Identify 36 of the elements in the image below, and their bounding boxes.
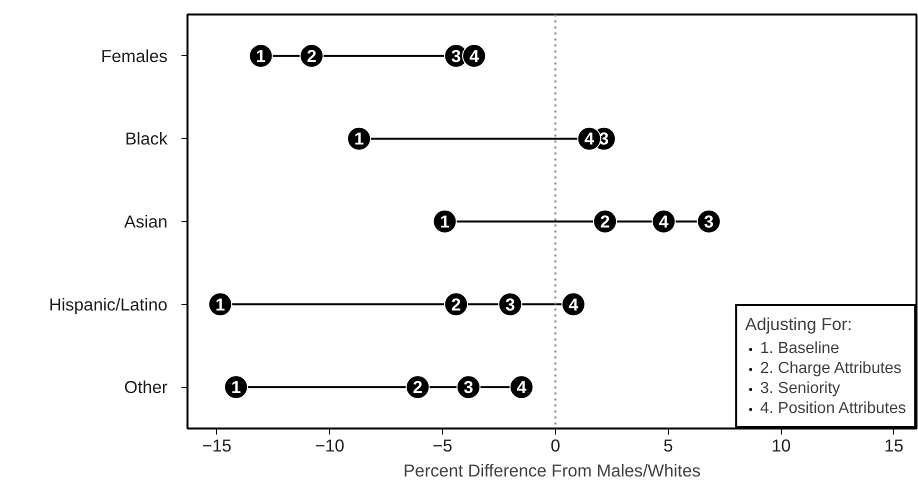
annotation: 2 xyxy=(451,294,461,314)
legend-label: 2. Charge Attributes xyxy=(760,360,902,378)
x-tick-label: 0 xyxy=(550,436,560,456)
legend-label: 3. Seniority xyxy=(760,380,840,398)
x-tick-label: 10 xyxy=(771,436,791,456)
annotation: 4 xyxy=(469,46,480,66)
annotation: 1 xyxy=(256,46,266,66)
annotation: 3 xyxy=(464,377,474,398)
y-tick-label: Other xyxy=(124,377,168,398)
annotation: 3 xyxy=(704,212,714,232)
annotation: 4 xyxy=(568,294,579,314)
annotation: 3 xyxy=(451,46,462,66)
x-tick-label: −10 xyxy=(314,436,344,456)
annotation: 2 xyxy=(412,377,423,398)
legend-title: Adjusting For: xyxy=(745,314,854,335)
annotation: 4 xyxy=(658,212,669,232)
x-tick-label: −5 xyxy=(432,436,452,456)
x-axis-title: Percent Difference From Males/Whites xyxy=(403,460,701,480)
annotation: 1 xyxy=(215,294,226,314)
legend-label: 4. Position Attributes xyxy=(760,400,906,418)
x-tick-label: −15 xyxy=(202,436,232,456)
x-tick-label: 15 xyxy=(884,436,904,456)
y-tick-label: Asian xyxy=(124,212,168,232)
annotation: 4 xyxy=(584,128,594,149)
annotation: 1 xyxy=(231,377,242,398)
x-tick-label: 5 xyxy=(663,436,674,456)
legend-label: 1. Baseline xyxy=(760,340,840,358)
y-tick-label: Hispanic/Latino xyxy=(49,294,168,314)
annotation: 4 xyxy=(516,377,527,398)
annotation: 2 xyxy=(600,212,610,232)
y-tick-label: Females xyxy=(101,46,168,66)
annotation: 1 xyxy=(354,128,364,149)
y-tick-label: Black xyxy=(125,128,168,149)
annotation: 3 xyxy=(505,294,516,314)
annotation: 1 xyxy=(440,212,450,232)
annotation: 2 xyxy=(306,46,316,66)
